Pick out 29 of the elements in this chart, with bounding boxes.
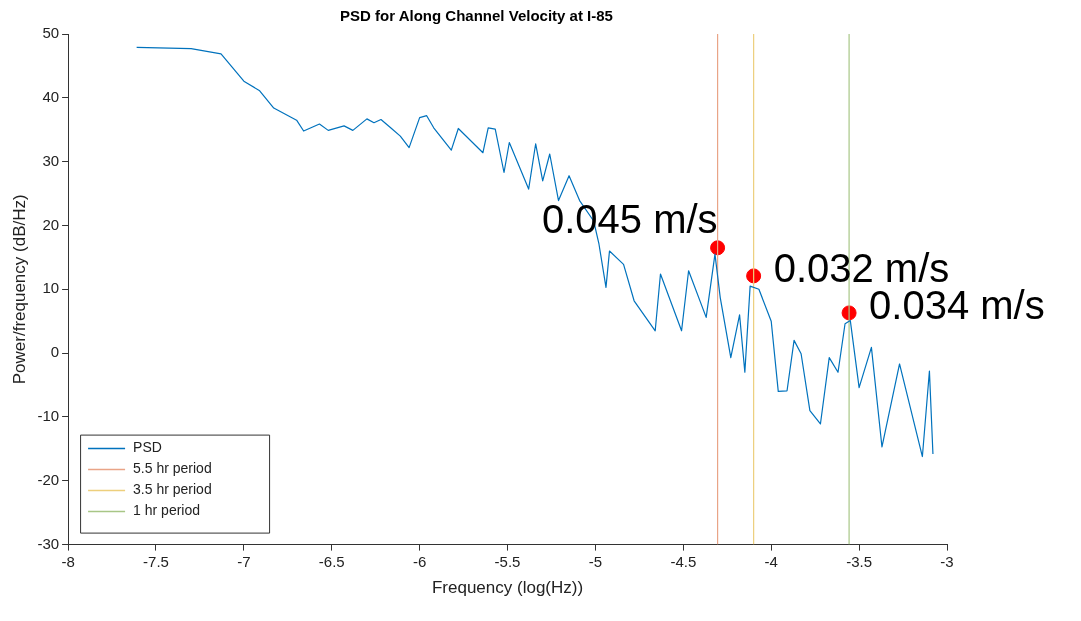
x-tick-label: -7.5 (143, 552, 169, 570)
y-tick-label: -30 (37, 534, 60, 552)
y-tick-label: 30 (42, 151, 60, 169)
y-tick-label: 50 (42, 24, 60, 42)
x-tick-label: -7 (237, 552, 251, 570)
x-tick-label: -3.5 (846, 552, 873, 570)
legend-label: PSD (133, 439, 162, 456)
point (746, 268, 762, 284)
legend-label: 5.5 hr period (133, 460, 212, 477)
legend-label: 3.5 hr period (133, 481, 212, 498)
y-tick-label: 20 (42, 215, 60, 233)
y-axis-title: Power/frequency (dB/Hz) (9, 194, 29, 385)
x-tick-label: -5 (588, 552, 603, 570)
x-axis-title: Frequency (log(Hz)) (431, 578, 584, 598)
chart-title: PSD for Along Channel Velocity at I-85 (340, 7, 613, 25)
x-tick-label: -4.5 (670, 552, 697, 570)
x-tick-label: -4 (764, 552, 778, 570)
y-tick-label: 40 (42, 87, 60, 105)
y-tick-label: -10 (37, 407, 60, 425)
x-tick-label: -3 (940, 552, 954, 570)
x-tick-label: -8 (61, 552, 75, 570)
legend-label: 1 hr period (133, 502, 201, 519)
y-tick-label: -20 (37, 470, 60, 488)
x-tick-label: -6 (412, 552, 427, 570)
x-tick-label: -5.5 (494, 552, 521, 570)
y-tick-label: 0 (50, 343, 60, 361)
y-tick-label: 10 (42, 279, 60, 297)
point (710, 240, 726, 256)
x-tick-label: -6.5 (318, 552, 345, 570)
